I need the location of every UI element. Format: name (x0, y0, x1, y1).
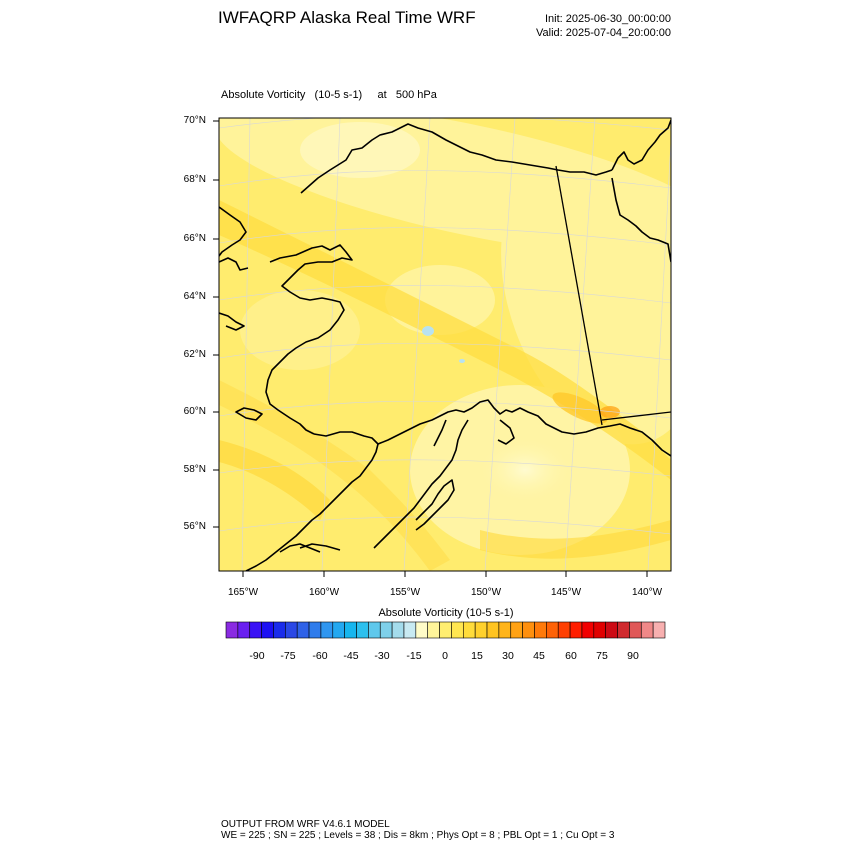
colorbar-label: -60 (312, 650, 328, 662)
colorbar-label: 90 (627, 650, 639, 662)
colorbar-label: 15 (471, 650, 483, 662)
colorbar-swatch (640, 621, 654, 639)
colorbar-swatch (629, 621, 642, 639)
colorbar-swatch (510, 621, 523, 639)
graticule (219, 118, 671, 571)
colorbar-swatch (546, 621, 559, 639)
lat-label-58: 58°N (183, 464, 206, 475)
colorbar-swatch (569, 621, 583, 639)
colorbar-swatch (368, 621, 381, 639)
colorbar-label: 30 (502, 650, 514, 662)
colorbar-label: -30 (374, 650, 390, 662)
lat-label-66: 66°N (183, 233, 206, 244)
colorbar-label: 45 (533, 650, 545, 662)
valid-time: Valid: 2025-07-04_20:00:00 (536, 27, 671, 39)
lat-label-70: 70°N (183, 115, 206, 126)
colorbar-swatch (451, 621, 464, 639)
colorbar-label: 75 (596, 650, 608, 662)
lat-label-62: 62°N (183, 349, 206, 360)
colorbar-swatch (522, 621, 535, 639)
lon-label-160: 160°W (308, 587, 340, 598)
footer-line-1: OUTPUT FROM WRF V4.6.1 MODEL (221, 819, 390, 830)
colorbar-swatch (427, 621, 440, 639)
footer-line-2: WE = 225 ; SN = 225 ; Levels = 38 ; Dis … (221, 830, 615, 841)
colorbar-swatch (498, 621, 512, 639)
colorbar-swatch (403, 621, 417, 639)
colorbar-swatch (249, 621, 262, 639)
lat-label-68: 68°N (183, 174, 206, 185)
colorbar-swatch (652, 621, 666, 639)
colorbar-label: -75 (280, 650, 296, 662)
colorbar-swatch (462, 621, 476, 639)
colorbar-swatch (617, 621, 630, 639)
colorbar-swatch (308, 621, 322, 639)
colorbar-swatch (237, 621, 251, 639)
map-frame (218, 117, 672, 572)
colorbar-swatch (534, 621, 547, 639)
colorbar-swatch (593, 621, 606, 639)
vorticity-field (219, 118, 671, 571)
colorbar-swatch (273, 621, 286, 639)
colorbar-label: 0 (442, 650, 448, 662)
init-valid-times: Init: 2025-06-30_00:00:00 Valid: 2025-07… (536, 12, 671, 40)
colorbar-swatch (557, 621, 571, 639)
lon-label-145: 145°W (550, 587, 582, 598)
lat-label-64: 64°N (183, 291, 206, 302)
colorbar-label: -90 (249, 650, 265, 662)
colorbar-swatch (605, 621, 618, 639)
colorbar-swatch (285, 621, 298, 639)
border-line (555, 165, 603, 426)
colorbar-swatch (439, 621, 452, 639)
colorbar-swatch (344, 621, 357, 639)
coastline (219, 119, 671, 571)
axis-ticks (213, 120, 648, 577)
colorbar-swatch (379, 621, 393, 639)
colorbar-title: Absolute Vorticity (10-5 s-1) (378, 607, 514, 619)
colorbar-swatch (225, 621, 239, 639)
lon-label-165: 165°W (227, 587, 259, 598)
colorbar-swatch (486, 621, 500, 639)
colorbar-swatch (391, 621, 405, 639)
colorbar-label: 60 (565, 650, 577, 662)
colorbar-label: -45 (343, 650, 359, 662)
lat-label-60: 60°N (183, 406, 206, 417)
colorbar-swatch (296, 621, 310, 639)
colorbar (225, 621, 666, 639)
colorbar-swatch (261, 621, 274, 639)
field-subtitle: Absolute Vorticity (10-5 s-1) at 500 hPa (221, 89, 437, 101)
colorbar-swatch (474, 621, 488, 639)
init-time: Init: 2025-06-30_00:00:00 (545, 13, 671, 25)
colorbar-swatch (415, 621, 429, 639)
colorbar-swatch (320, 621, 334, 639)
colorbar-swatch (332, 621, 345, 639)
lon-label-150: 150°W (470, 587, 502, 598)
model-footer: OUTPUT FROM WRF V4.6.1 MODEL WE = 225 ; … (221, 819, 614, 841)
lon-label-155: 155°W (389, 587, 421, 598)
colorbar-swatch (581, 621, 595, 639)
colorbar-label: -15 (406, 650, 422, 662)
map-title: IWFAQRP Alaska Real Time WRF (218, 8, 476, 27)
colorbar-swatch (356, 621, 369, 639)
lat-label-56: 56°N (183, 521, 206, 532)
lon-label-140: 140°W (631, 587, 663, 598)
